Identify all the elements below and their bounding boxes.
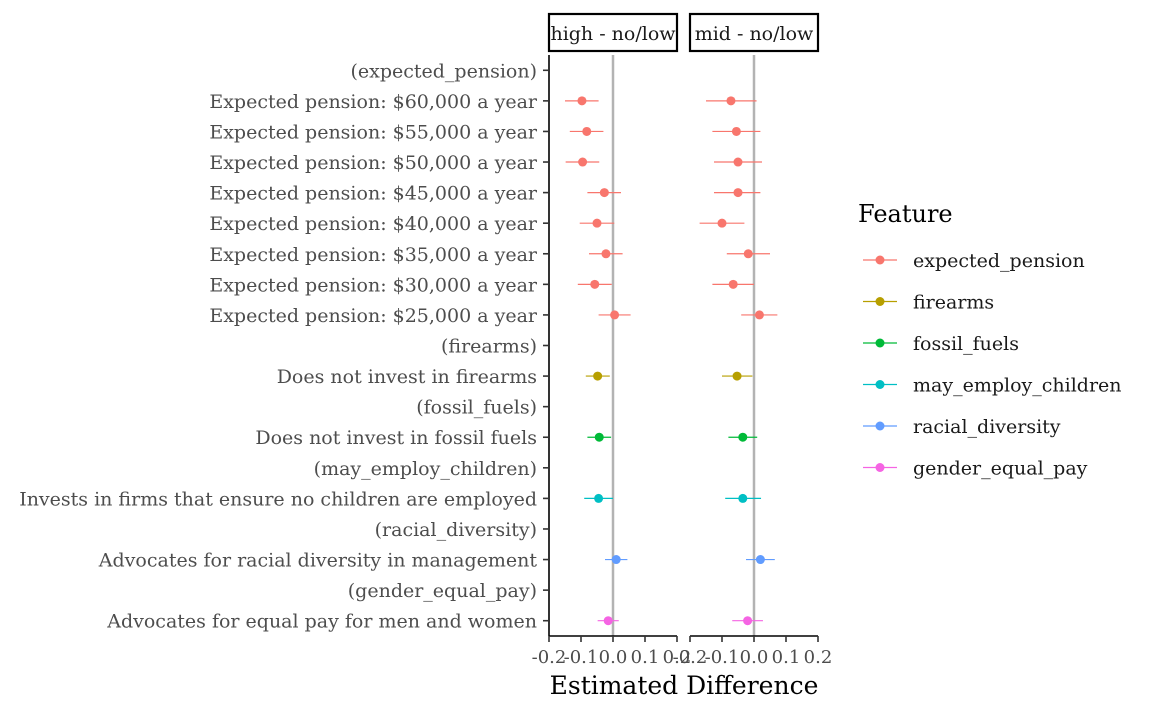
point-expected-pension-45-000-a-year bbox=[733, 188, 743, 198]
y-tick-label-expected-pension-30-000-a-year: Expected pension: $30,000 a year bbox=[209, 274, 538, 296]
facet-strip bbox=[547, 12, 679, 53]
point-advocates-for-equal-pay-for-men-and-women bbox=[743, 616, 753, 626]
legend-label: may_employ_children bbox=[913, 375, 1122, 397]
point-expected-pension-50-000-a-year bbox=[578, 157, 588, 167]
y-tick-label-does-not-invest-in-fossil-fuels: Does not invest in fossil fuels bbox=[255, 427, 537, 449]
facet-strip-label: high - no/low bbox=[550, 23, 676, 45]
y-tick-label-expected-pension-40-000-a-year: Expected pension: $40,000 a year bbox=[209, 213, 538, 235]
point-expected-pension-40-000-a-year bbox=[592, 218, 602, 228]
y-tick-label-expected-pension-60-000-a-year: Expected pension: $60,000 a year bbox=[209, 91, 538, 113]
point-expected-pension-25-000-a-year bbox=[754, 310, 764, 320]
y-tick-label-advocates-for-equal-pay-for-men-and-women: Advocates for equal pay for men and wome… bbox=[106, 611, 537, 633]
x-tick-label: 0.1 bbox=[631, 647, 660, 668]
legend-item-firearms: firearms bbox=[863, 292, 994, 314]
legend-key-point bbox=[875, 463, 885, 472]
legend: Feature expected_pension firearms fossil_f… bbox=[858, 200, 1122, 480]
y-tick-label-does-not-invest-in-firearms: Does not invest in firearms bbox=[277, 366, 537, 388]
x-tick-label: -0.2 bbox=[673, 647, 708, 668]
legend-item-may-employ-children: may_employ_children bbox=[863, 375, 1122, 397]
x-tick-label: 0.0 bbox=[599, 647, 628, 668]
point-advocates-for-racial-diversity-in-management bbox=[611, 555, 621, 565]
point-expected-pension-25-000-a-year bbox=[610, 310, 620, 320]
point-does-not-invest-in-fossil-fuels bbox=[738, 432, 748, 442]
legend-key-point bbox=[875, 255, 885, 265]
x-tick-label: 0.0 bbox=[740, 647, 769, 668]
legend-key-point bbox=[875, 421, 885, 431]
point-expected-pension-40-000-a-year bbox=[717, 218, 727, 228]
point-expected-pension-45-000-a-year bbox=[599, 188, 609, 198]
legend-label: gender_equal_pay bbox=[913, 458, 1088, 480]
y-tick-label-expected-pension-35-000-a-year: Expected pension: $35,000 a year bbox=[209, 244, 538, 266]
x-axis-title: Estimated Difference bbox=[550, 671, 819, 700]
point-expected-pension-50-000-a-year bbox=[733, 157, 743, 167]
x-tick-label: 0.2 bbox=[663, 647, 692, 668]
legend-item-racial-diversity: racial_diversity bbox=[863, 416, 1061, 438]
legend-item-gender-equal-pay: gender_equal_pay bbox=[863, 458, 1088, 480]
point-invests-in-firms-that-ensure-no-children-are-employed bbox=[594, 493, 604, 503]
facet-strip bbox=[688, 12, 820, 53]
legend-label: racial_diversity bbox=[913, 416, 1061, 438]
y-tick-label-gender-equal-pay: (gender_equal_pay) bbox=[348, 580, 537, 602]
point-does-not-invest-in-fossil-fuels bbox=[594, 432, 604, 442]
legend-item-expected-pension: expected_pension bbox=[863, 250, 1085, 272]
x-tick-label: -0.1 bbox=[564, 647, 599, 668]
point-expected-pension-30-000-a-year bbox=[728, 279, 738, 289]
x-tick-label: -0.1 bbox=[705, 647, 740, 668]
y-tick-label-racial-diversity: (racial_diversity) bbox=[375, 519, 537, 541]
y-tick-label-fossil-fuels: (fossil_fuels) bbox=[416, 397, 537, 419]
point-advocates-for-racial-diversity-in-management bbox=[755, 555, 765, 565]
legend-title: Feature bbox=[858, 200, 953, 228]
y-tick-label-expected-pension-25-000-a-year: Expected pension: $25,000 a year bbox=[209, 305, 538, 327]
legend-key-point bbox=[875, 297, 885, 306]
legend-key-point bbox=[875, 380, 885, 389]
point-expected-pension-35-000-a-year bbox=[743, 249, 753, 259]
facet-strip-label: mid - no/low bbox=[695, 23, 814, 45]
legend-key-point bbox=[875, 338, 885, 348]
facet-mid-no-low: mid - no/low -0.2-0.1 0.0 0.1 0.2 bbox=[673, 12, 833, 668]
point-expected-pension-55-000-a-year bbox=[731, 126, 741, 136]
x-tick-label: 0.1 bbox=[772, 647, 801, 668]
y-tick-label-expected-pension-50-000-a-year: Expected pension: $50,000 a year bbox=[209, 152, 538, 174]
point-does-not-invest-in-firearms bbox=[593, 371, 603, 381]
point-expected-pension-60-000-a-year bbox=[726, 96, 736, 106]
legend-label: firearms bbox=[913, 292, 994, 314]
y-tick-label-expected-pension-55-000-a-year: Expected pension: $55,000 a year bbox=[209, 121, 538, 143]
point-invests-in-firms-that-ensure-no-children-are-employed bbox=[738, 493, 748, 503]
point-expected-pension-60-000-a-year bbox=[577, 96, 587, 106]
y-tick-label-invests-in-firms-that-ensure-no-children-are-employed: Invests in firms that ensure no children… bbox=[19, 488, 537, 510]
point-expected-pension-55-000-a-year bbox=[582, 126, 592, 136]
point-advocates-for-equal-pay-for-men-and-women bbox=[603, 616, 613, 626]
legend-item-fossil-fuels: fossil_fuels bbox=[863, 333, 1019, 355]
point-expected-pension-30-000-a-year bbox=[590, 279, 600, 289]
legend-label: fossil_fuels bbox=[913, 333, 1019, 355]
y-tick-label-may-employ-children: (may_employ_children) bbox=[314, 458, 537, 480]
x-tick-label: 0.2 bbox=[804, 647, 833, 668]
point-expected-pension-35-000-a-year bbox=[601, 249, 611, 259]
x-tick-label: -0.2 bbox=[532, 647, 567, 668]
y-tick-label-expected-pension: (expected_pension) bbox=[350, 60, 537, 82]
y-tick-label-firearms: (firearms) bbox=[441, 336, 537, 358]
y-tick-label-expected-pension-45-000-a-year: Expected pension: $45,000 a year bbox=[209, 183, 538, 205]
y-tick-label-advocates-for-racial-diversity-in-management: Advocates for racial diversity in manage… bbox=[98, 550, 538, 572]
y-axis-category-labels: (expected_pension) Expected pension: $60,… bbox=[19, 55, 550, 636]
facet-high-no-low: high - no/low -0.2-0.1 0.0 0.1 0.2 bbox=[532, 12, 692, 668]
point-does-not-invest-in-firearms bbox=[732, 371, 742, 381]
legend-label: expected_pension bbox=[913, 250, 1085, 272]
